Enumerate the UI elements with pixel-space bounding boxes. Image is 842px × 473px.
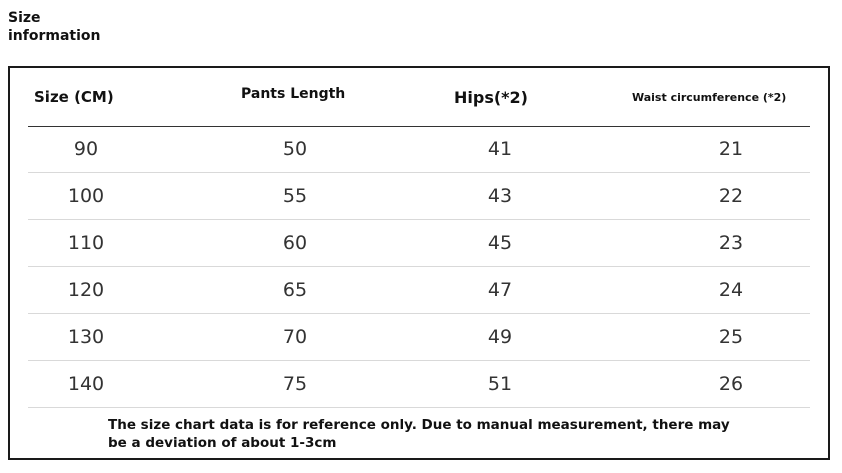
size-chart-table: Size (CM) Pants Length Hips(*2) Waist ci… xyxy=(8,66,830,460)
table-row: 130 70 49 25 xyxy=(28,314,810,361)
cell-size: 120 xyxy=(67,279,105,301)
cell-waist: 25 xyxy=(718,326,744,348)
table-row: 140 75 51 26 xyxy=(28,361,810,408)
cell-size: 100 xyxy=(67,185,105,207)
cell-waist: 21 xyxy=(718,138,744,160)
disclaimer-note: The size chart data is for reference onl… xyxy=(108,416,768,452)
cell-hips: 51 xyxy=(487,373,513,395)
cell-waist: 23 xyxy=(718,232,744,254)
cell-hips: 47 xyxy=(487,279,513,301)
cell-hips: 45 xyxy=(487,232,513,254)
disclaimer-line-2: be a deviation of about 1-3cm xyxy=(108,435,337,451)
header-pants-length: Pants Length xyxy=(241,86,346,102)
disclaimer-line-1: The size chart data is for reference onl… xyxy=(108,417,730,433)
table-row: 120 65 47 24 xyxy=(28,267,810,314)
table-body: 90 50 41 21 100 55 43 22 110 60 45 23 12… xyxy=(28,126,810,408)
table-row: 110 60 45 23 xyxy=(28,220,810,267)
cell-hips: 41 xyxy=(487,138,513,160)
header-size: Size (CM) xyxy=(34,88,114,106)
cell-pants-length: 50 xyxy=(282,138,308,160)
table-row: 100 55 43 22 xyxy=(28,173,810,220)
table-header: Size (CM) Pants Length Hips(*2) Waist ci… xyxy=(28,68,810,127)
section-heading: Size information xyxy=(8,9,101,45)
cell-waist: 26 xyxy=(718,373,744,395)
cell-waist: 24 xyxy=(718,279,744,301)
heading-line-1: Size xyxy=(8,10,41,26)
cell-pants-length: 60 xyxy=(282,232,308,254)
cell-pants-length: 65 xyxy=(282,279,308,301)
cell-pants-length: 55 xyxy=(282,185,308,207)
cell-pants-length: 75 xyxy=(282,373,308,395)
table-row: 90 50 41 21 xyxy=(28,126,810,173)
cell-size: 130 xyxy=(67,326,105,348)
heading-line-2: information xyxy=(8,28,101,44)
cell-size: 90 xyxy=(73,138,99,160)
cell-hips: 43 xyxy=(487,185,513,207)
cell-size: 140 xyxy=(67,373,105,395)
cell-hips: 49 xyxy=(487,326,513,348)
header-hips: Hips(*2) xyxy=(454,87,528,107)
header-waist-circumference: Waist circumference (*2) xyxy=(632,90,787,104)
cell-size: 110 xyxy=(67,232,105,254)
cell-pants-length: 70 xyxy=(282,326,308,348)
cell-waist: 22 xyxy=(718,185,744,207)
